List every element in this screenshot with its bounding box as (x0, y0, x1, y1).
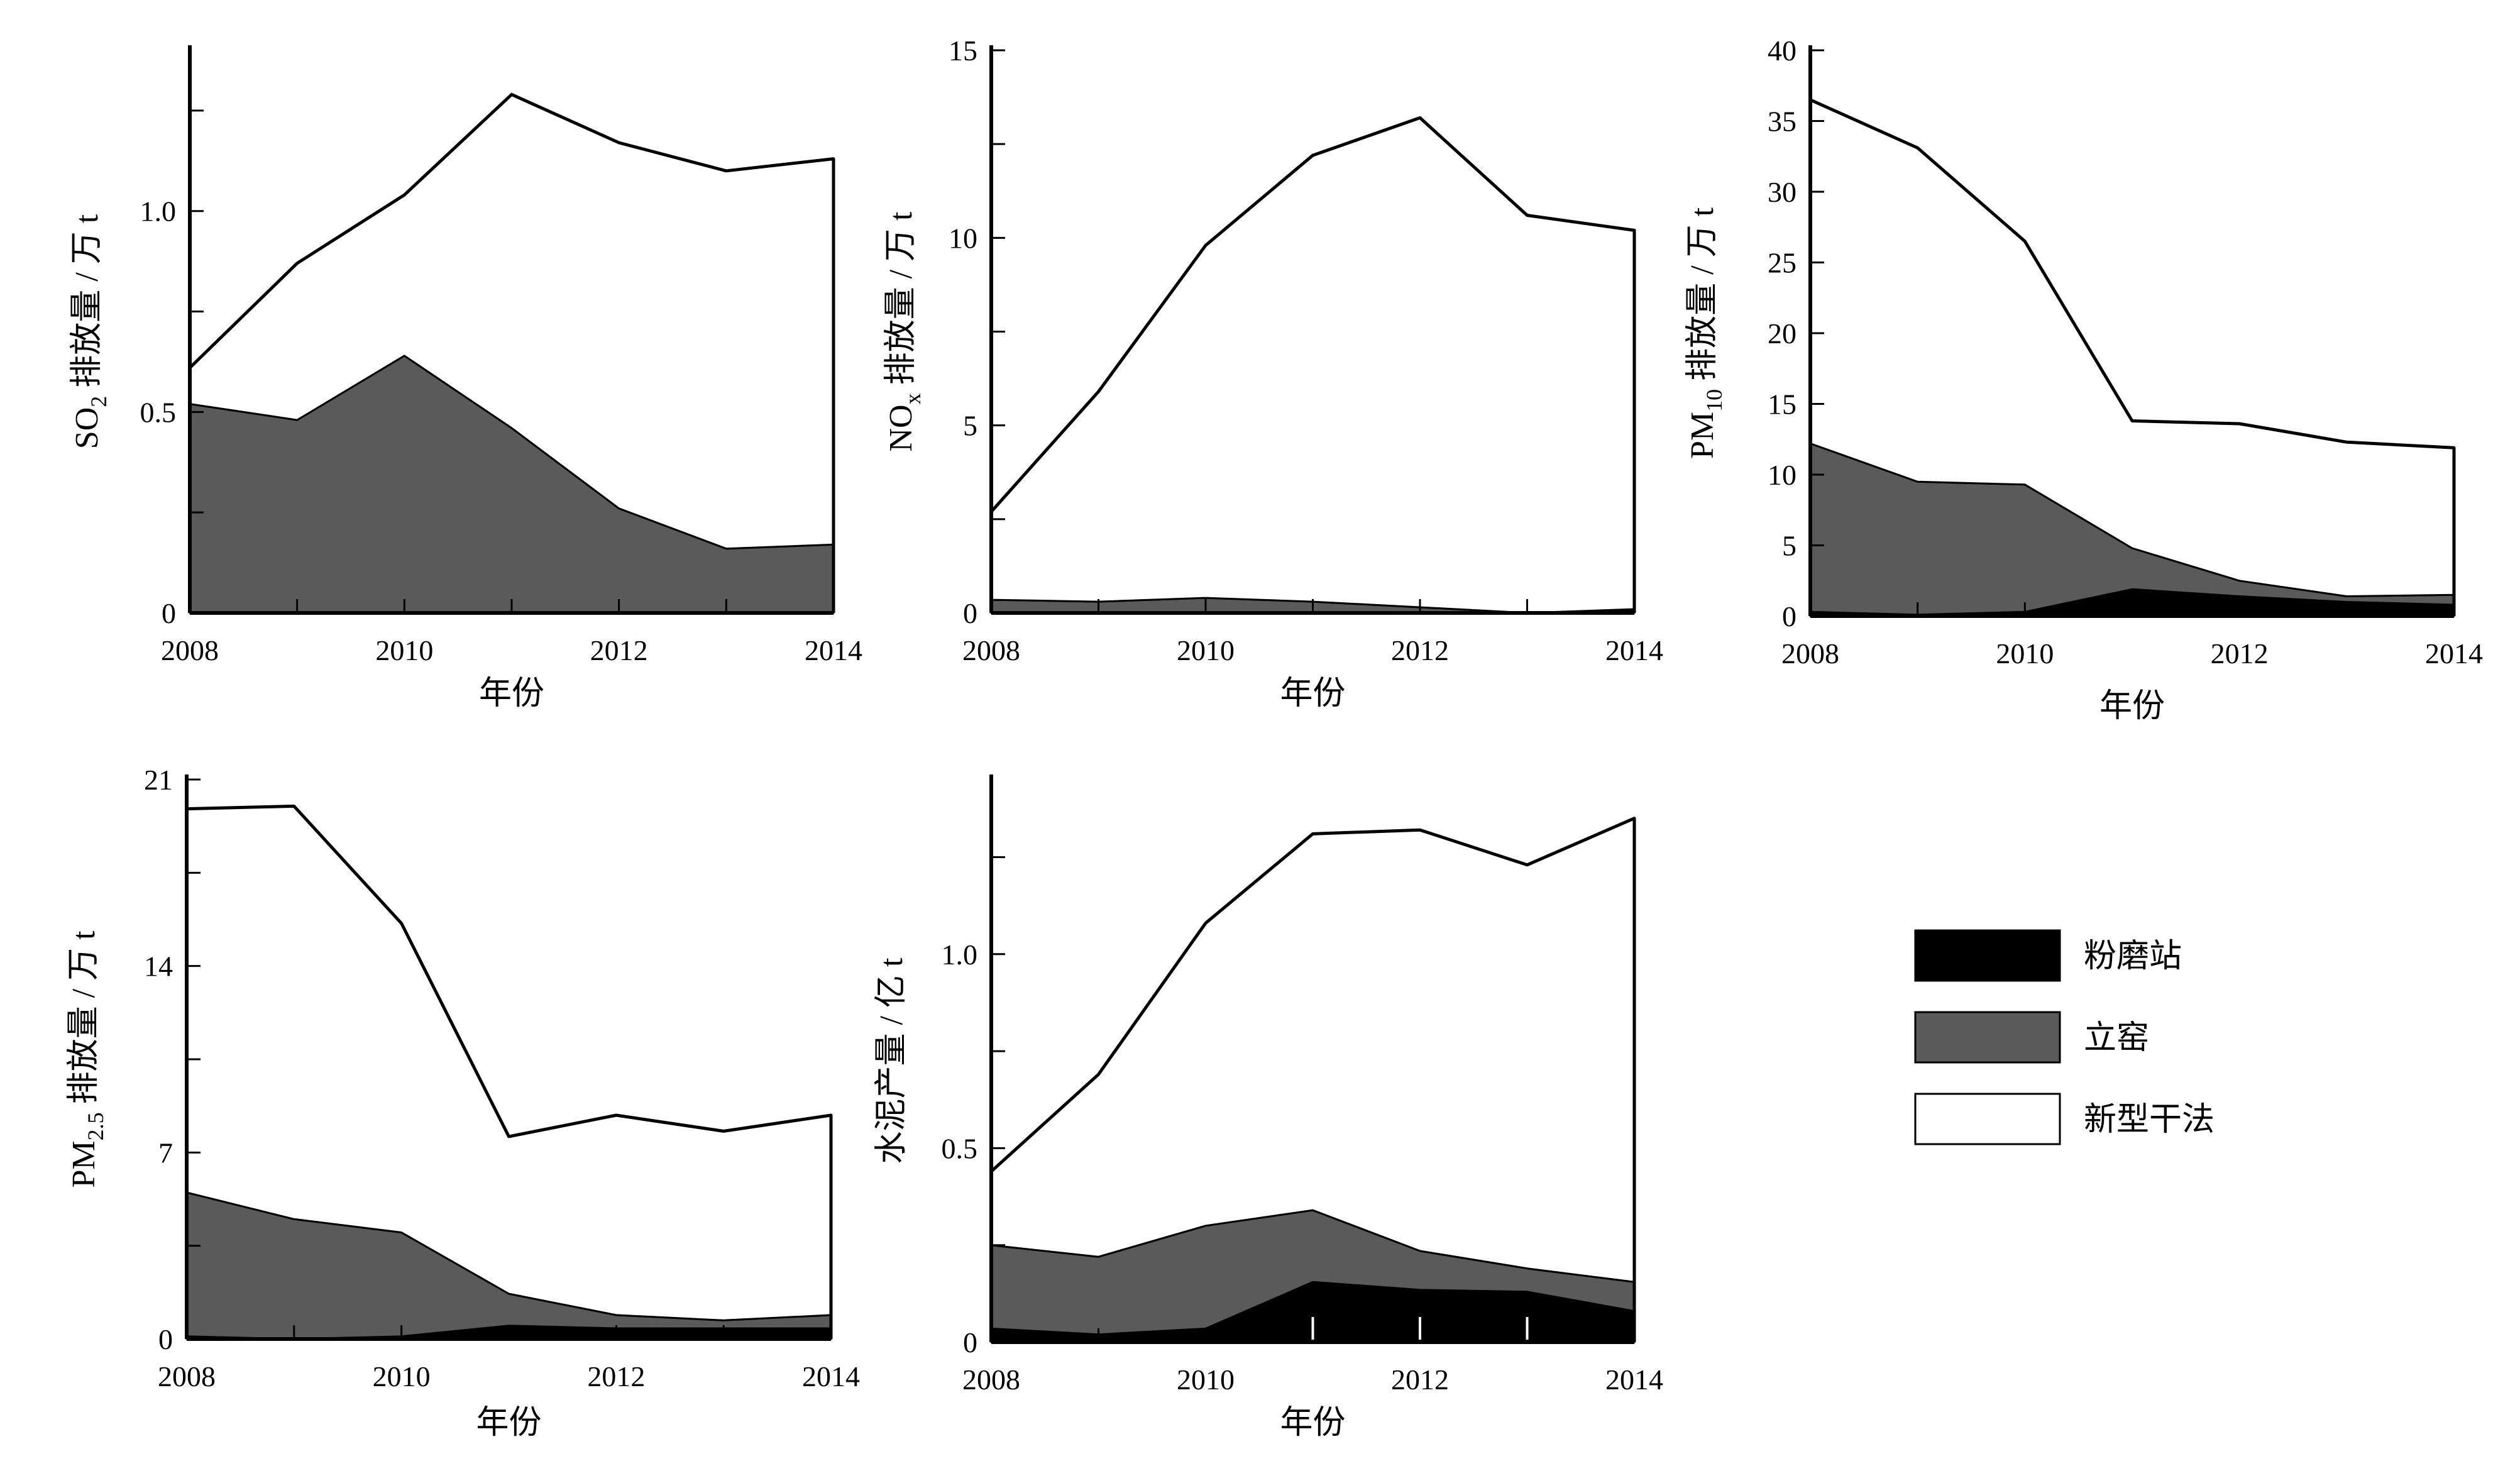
ytick-label-so2-2: 0.5 (140, 396, 177, 428)
chart-so2: 0 0.5 1.0 2008 2010 2012 2014 年份 SO2 排放量 / 万 t (69, 45, 862, 712)
legend-swatch-shaft (1914, 1011, 2061, 1064)
xtick-label-cement-2014: 2014 (1605, 1364, 1663, 1396)
xlabel-pm10: 年份 (2099, 688, 2165, 724)
xtick-label-pm10-2014: 2014 (2425, 637, 2483, 670)
xtick-label-nox-2010: 2010 (1177, 634, 1235, 666)
ytick-label-pm10-2: 10 (1768, 459, 1796, 491)
total-line-cement (990, 817, 1636, 1342)
ytick-label-cement-0: 0 (963, 1326, 977, 1359)
chart-pm25: 0 7 14 21 2008 2010 2012 2014 年份 PM2.5 排放量 / 万 t (66, 764, 860, 1441)
total-line-so2 (189, 92, 835, 613)
ytick-label-cement-4: 1.0 (942, 939, 978, 971)
ytick-label-nox-2: 5 (963, 410, 977, 442)
xtick-label-cement-2010: 2010 (1177, 1364, 1235, 1396)
ytick-label-pm10-6: 30 (1768, 176, 1796, 208)
xlabel-pm25: 年份 (476, 1405, 541, 1441)
xtick-label-pm10-2008: 2008 (1781, 637, 1839, 670)
xtick-label-so2-2014: 2014 (805, 634, 862, 666)
xtick-label-pm25-2014: 2014 (802, 1360, 860, 1392)
xtick-label-pm25-2012: 2012 (587, 1360, 645, 1392)
xtick-label-so2-2010: 2010 (375, 634, 433, 666)
ytick-label-nox-6: 15 (949, 35, 977, 67)
ytick-label-pm25-4: 14 (144, 951, 173, 983)
ytick-label-pm10-5: 25 (1768, 247, 1796, 279)
ylabel-nox: NOx 排放量 / 万 t (883, 211, 925, 452)
ytick-label-pm25-6: 21 (144, 764, 173, 796)
xtick-label-nox-2012: 2012 (1391, 634, 1449, 666)
ylabel-pm25: PM2.5 排放量 / 万 t (66, 930, 108, 1188)
chart-cement: 0 0.5 1.0 2008 2010 2012 2014 年份 水泥产量 / 亿 t (874, 774, 1663, 1441)
ytick-label-so2-4: 1.0 (140, 196, 177, 228)
xlabel-cement: 年份 (1280, 1405, 1345, 1441)
legend-label-shaft: 立窑 (2084, 1020, 2149, 1056)
total-line-pm25 (186, 804, 833, 1339)
legend-label-dry: 新型干法 (2084, 1102, 2215, 1138)
ytick-label-pm25-0: 0 (158, 1323, 173, 1355)
xtick-label-pm25-2010: 2010 (373, 1360, 431, 1392)
chart-pm10: 0 5 10 15 20 25 30 35 40 2008 2010 2012 2014 年份 PM10 排… (1685, 35, 2483, 724)
ytick-label-pm10-0: 0 (1782, 600, 1796, 632)
xtick-label-pm10-2012: 2012 (2211, 637, 2269, 670)
xtick-label-pm25-2008: 2008 (158, 1360, 216, 1392)
ylabel-so2: SO2 排放量 / 万 t (69, 214, 111, 449)
xtick-label-cement-2012: 2012 (1391, 1364, 1449, 1396)
legend-swatch-dry (1914, 1093, 2061, 1145)
xtick-label-so2-2012: 2012 (590, 634, 648, 666)
ytick-label-nox-4: 10 (949, 222, 977, 254)
ytick-label-cement-2: 0.5 (942, 1132, 978, 1164)
xtick-label-nox-2014: 2014 (1605, 634, 1663, 666)
ylabel-cement: 水泥产量 / 亿 t (874, 957, 910, 1164)
ylabel-pm10: PM10 排放量 / 万 t (1685, 207, 1727, 459)
ytick-label-pm10-1: 5 (1782, 530, 1796, 562)
xlabel-so2: 年份 (479, 676, 544, 712)
ytick-label-pm10-3: 15 (1768, 389, 1796, 421)
area-nox-dry (990, 116, 1636, 614)
legend-label-grinding: 粉磨站 (2084, 939, 2182, 974)
chart-nox: 0 5 10 15 2008 2010 2012 2014 年份 NOx 排放量 / 万 t (883, 35, 1663, 712)
ytick-label-pm25-2: 7 (158, 1137, 173, 1169)
xtick-label-so2-2008: 2008 (161, 634, 219, 666)
ytick-label-pm10-4: 20 (1768, 317, 1796, 350)
ytick-label-so2-0: 0 (162, 597, 176, 629)
xlabel-nox: 年份 (1280, 676, 1345, 712)
ytick-label-nox-0: 0 (963, 597, 977, 629)
total-line-pm10 (1809, 98, 2456, 616)
xtick-label-nox-2008: 2008 (962, 634, 1020, 666)
ytick-label-pm10-8: 40 (1768, 35, 1796, 67)
total-line-nox (990, 116, 1636, 613)
xtick-label-pm10-2010: 2010 (1996, 637, 2054, 670)
ytick-label-pm10-7: 35 (1768, 106, 1796, 138)
legend-swatch-grinding (1914, 929, 2061, 982)
xtick-label-cement-2008: 2008 (962, 1364, 1020, 1396)
